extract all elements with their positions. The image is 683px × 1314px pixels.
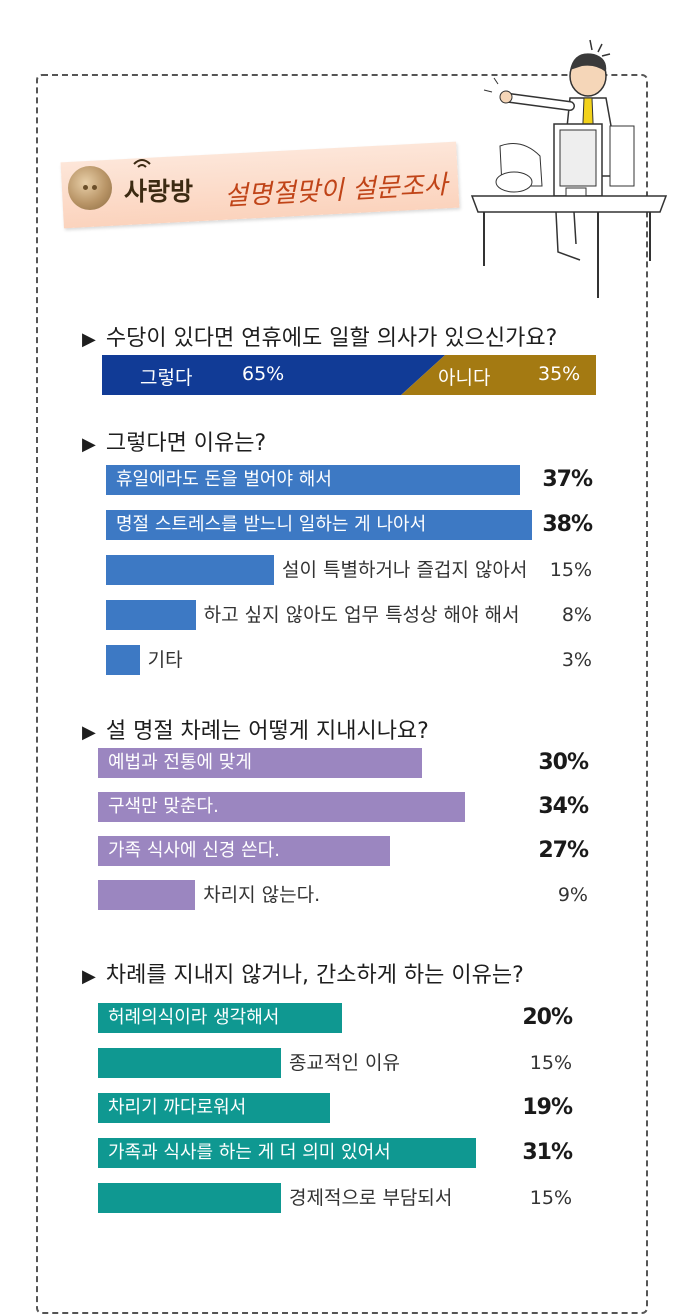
question-3-text: 설 명절 차례는 어떻게 지내시나요? — [105, 719, 429, 744]
bar-value: 37% — [542, 467, 593, 492]
bar-label: 구색만 맞춘다. — [108, 796, 219, 817]
bar — [106, 465, 521, 495]
bar-value: 31% — [522, 1140, 573, 1165]
bullet-triangle-icon: ▶ — [82, 434, 96, 455]
question-1: ▶ 수당이 있다면 연휴에도 일할 의사가 있으신가요? — [82, 320, 557, 352]
bar-label: 명절 스트레스를 받느니 일하는 게 나아서 — [116, 514, 427, 535]
bar — [98, 748, 422, 778]
bar — [98, 792, 466, 822]
bar — [98, 1003, 342, 1033]
bar — [106, 555, 274, 585]
yes-segment — [102, 355, 446, 395]
bar-value: 9% — [557, 884, 588, 906]
button-icon — [68, 166, 112, 210]
bar — [98, 1183, 281, 1213]
yes-label: 그렇다 — [140, 367, 193, 389]
bar-value: 19% — [522, 1095, 573, 1120]
bar-value: 15% — [549, 559, 592, 581]
bar — [106, 510, 532, 540]
no-segment — [401, 355, 596, 395]
bar-label: 가족 식사에 신경 쓴다. — [108, 840, 280, 861]
yes-no-split-bar: 그렇다 65% 아니다 35% — [102, 355, 596, 395]
bullet-triangle-icon: ▶ — [82, 966, 96, 987]
bullet-triangle-icon: ▶ — [82, 722, 96, 743]
brand-name: 사랑방 — [124, 177, 194, 206]
bar — [98, 1048, 281, 1078]
bar-label: 예법과 전통에 맞게 — [108, 752, 252, 773]
bar-label: 차리기 까다로워서 — [108, 1097, 247, 1118]
no-label: 아니다 — [438, 367, 491, 389]
bar-value: 20% — [522, 1005, 573, 1030]
bar-value: 38% — [542, 512, 593, 537]
bar — [98, 1093, 330, 1123]
bar — [106, 645, 140, 675]
bar-label: 차리지 않는다. — [203, 884, 321, 906]
yes-value: 65% — [242, 363, 285, 385]
bar-label: 허례의식이라 생각해서 — [108, 1007, 280, 1028]
question-2-text: 그렇다면 이유는? — [105, 431, 267, 456]
bar — [106, 600, 196, 630]
bar-value: 8% — [561, 604, 592, 626]
bar-value: 30% — [538, 750, 589, 775]
no-value: 35% — [538, 363, 581, 385]
bar-label: 설이 특별하거나 즐겁지 않아서 — [282, 559, 528, 581]
bar-value: 3% — [561, 649, 592, 671]
bar-label: 종교적인 이유 — [289, 1052, 400, 1074]
bar-label: 휴일에라도 돈을 벌어야 해서 — [116, 469, 332, 490]
bar-label: 기타 — [147, 649, 183, 671]
bar-label: 가족과 식사를 하는 게 더 의미 있어서 — [108, 1142, 391, 1163]
bar — [98, 1138, 477, 1168]
wifi-icon — [133, 159, 151, 168]
question-4: ▶ 차례를 지내지 않거나, 간소하게 하는 이유는? — [82, 957, 524, 989]
question-2: ▶ 그렇다면 이유는? — [82, 425, 266, 457]
question-1-text: 수당이 있다면 연휴에도 일할 의사가 있으신가요? — [105, 326, 558, 351]
bullet-triangle-icon: ▶ — [82, 329, 96, 350]
bar-value: 34% — [538, 794, 589, 819]
bar-value: 15% — [529, 1187, 572, 1209]
bar-value: 15% — [529, 1052, 572, 1074]
bar — [98, 880, 196, 910]
split-bar-graphic — [102, 355, 596, 395]
question-3: ▶ 설 명절 차례는 어떻게 지내시나요? — [82, 713, 429, 745]
question-4-text: 차례를 지내지 않거나, 간소하게 하는 이유는? — [105, 963, 524, 988]
bar-value: 27% — [538, 838, 589, 863]
bar-label: 하고 싶지 않아도 업무 특성상 해야 해서 — [203, 604, 520, 626]
bar-label: 경제적으로 부담되서 — [289, 1187, 453, 1209]
office-worker-illustration — [470, 39, 668, 298]
bar — [98, 836, 390, 866]
